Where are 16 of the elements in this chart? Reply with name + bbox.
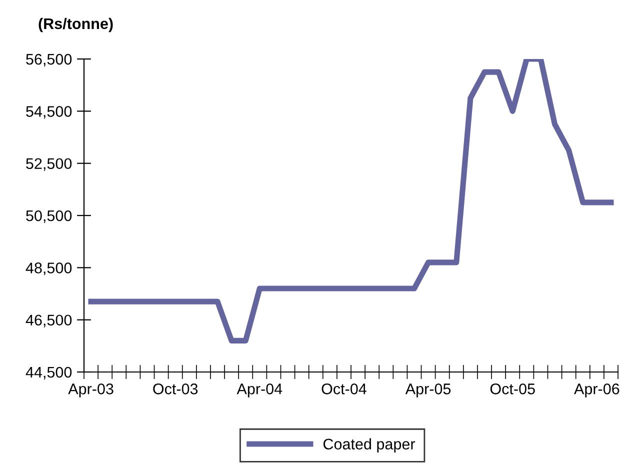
y-tick-label: 44,500 — [26, 366, 72, 380]
x-tick-label: Oct-03 — [153, 384, 198, 394]
y-tick-label: 50,500 — [26, 210, 72, 223]
y-tick-label: 46,500 — [26, 314, 72, 328]
x-tick-label: Oct-05 — [490, 384, 535, 394]
y-tick-label: 56,500 — [26, 54, 72, 66]
y-tick-label: 54,500 — [26, 106, 72, 119]
legend-label: Coated paper — [323, 438, 416, 453]
x-tick-label: Apr-04 — [236, 384, 282, 398]
y-axis-title: (Rs/tonne) — [38, 18, 113, 32]
x-tick-label: Apr-05 — [405, 384, 451, 398]
x-tick-label: Oct-04 — [322, 384, 366, 394]
x-tick-label: Apr-06 — [574, 384, 620, 398]
y-tick-label: 48,500 — [26, 262, 72, 276]
x-tick-label: Apr-03 — [68, 384, 114, 398]
y-tick-label: 52,500 — [26, 158, 72, 171]
